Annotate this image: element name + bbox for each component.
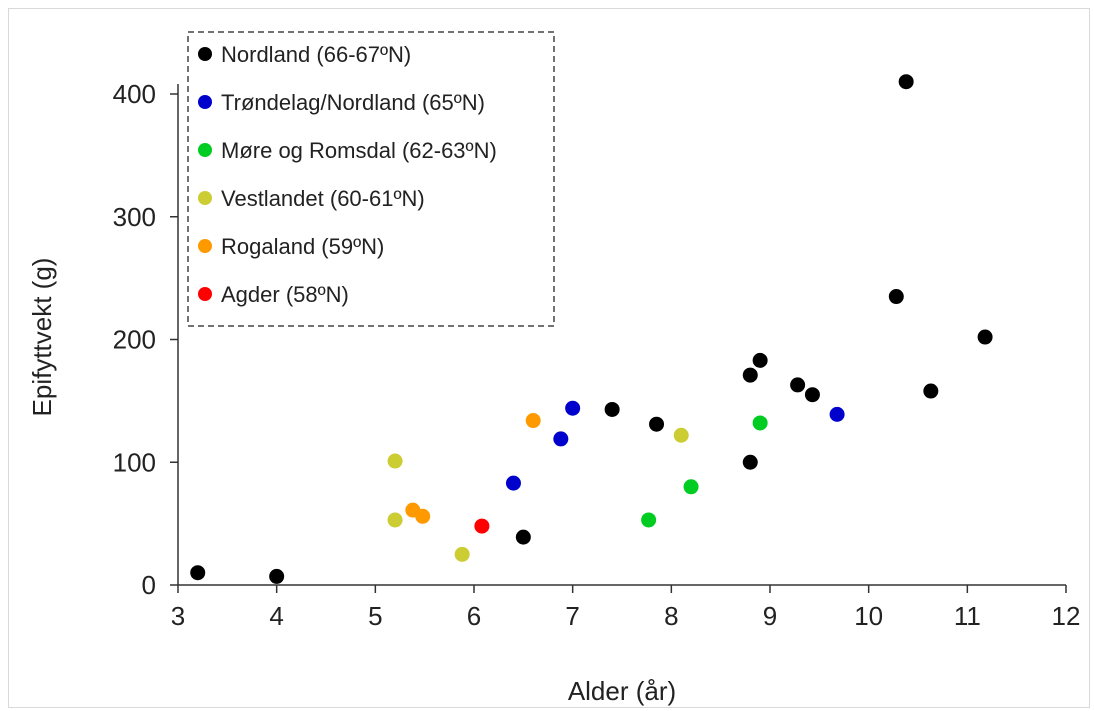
y-tick-label: 400 xyxy=(113,79,156,109)
data-point xyxy=(898,74,914,90)
data-points xyxy=(190,74,993,584)
legend-marker xyxy=(198,287,212,301)
x-tick-label: 12 xyxy=(1052,601,1081,631)
data-point xyxy=(553,431,569,447)
x-tick-label: 10 xyxy=(854,601,883,631)
data-point xyxy=(649,416,665,432)
x-tick-label: 9 xyxy=(763,601,777,631)
data-point xyxy=(683,479,699,495)
data-point xyxy=(387,453,403,469)
legend-marker xyxy=(198,47,212,61)
x-tick-label: 11 xyxy=(954,601,981,631)
data-point xyxy=(515,529,531,545)
data-point xyxy=(790,377,806,393)
data-point xyxy=(673,427,689,443)
data-point xyxy=(829,406,845,422)
legend-marker xyxy=(198,143,212,157)
chart-frame: 3 4 5 6 7 8 9 10 11 12 0 100 200 300 400 Alder (år) Ep… xyxy=(8,8,1090,708)
y-axis-title: Epifyttvekt (g) xyxy=(27,258,57,417)
data-point xyxy=(565,400,581,416)
x-tick-label: 5 xyxy=(368,601,382,631)
legend-marker xyxy=(198,191,212,205)
legend-label: Møre og Romsdal (62-63ºN) xyxy=(221,138,497,163)
data-point xyxy=(415,508,431,524)
legend-marker xyxy=(198,95,212,109)
x-axis-title: Alder (år) xyxy=(568,676,676,706)
data-point xyxy=(923,383,939,399)
data-point xyxy=(804,387,820,403)
y-tick-label: 0 xyxy=(142,570,156,600)
data-point xyxy=(269,568,285,584)
data-point xyxy=(752,415,768,431)
data-point xyxy=(742,367,758,383)
x-tick-label: 4 xyxy=(269,601,283,631)
y-tick-label: 200 xyxy=(113,325,156,355)
data-point xyxy=(604,401,620,417)
legend: Nordland (66-67ºN) Trøndelag/Nordland (65… xyxy=(187,31,555,327)
legend-label: Rogaland (59ºN) xyxy=(221,234,384,259)
data-point xyxy=(190,565,206,581)
data-point xyxy=(454,546,470,562)
data-point xyxy=(474,518,490,534)
data-point xyxy=(641,512,657,528)
data-point xyxy=(888,289,904,305)
legend-box xyxy=(187,31,555,327)
x-tick-label: 3 xyxy=(171,601,185,631)
data-point xyxy=(977,329,993,345)
y-tick-label: 300 xyxy=(113,202,156,232)
x-tick-label: 6 xyxy=(467,601,481,631)
legend-label: Trøndelag/Nordland (65ºN) xyxy=(221,90,485,115)
data-point xyxy=(505,475,521,491)
x-tick-label: 7 xyxy=(565,601,579,631)
legend-label: Agder (58ºN) xyxy=(221,282,349,307)
scatter-chart: 3 4 5 6 7 8 9 10 11 12 0 100 200 300 400 Alder (år) Ep… xyxy=(27,31,1081,706)
data-point xyxy=(752,352,768,368)
data-point xyxy=(742,454,758,470)
legend-marker xyxy=(198,239,212,253)
data-point xyxy=(525,413,541,429)
y-tick-label: 100 xyxy=(113,447,156,477)
axes: 3 4 5 6 7 8 9 10 11 12 0 100 200 300 400 xyxy=(113,79,1081,631)
x-tick-label: 8 xyxy=(664,601,678,631)
data-point xyxy=(387,512,403,528)
legend-label: Vestlandet (60-61ºN) xyxy=(221,186,425,211)
legend-label: Nordland (66-67ºN) xyxy=(221,42,411,67)
